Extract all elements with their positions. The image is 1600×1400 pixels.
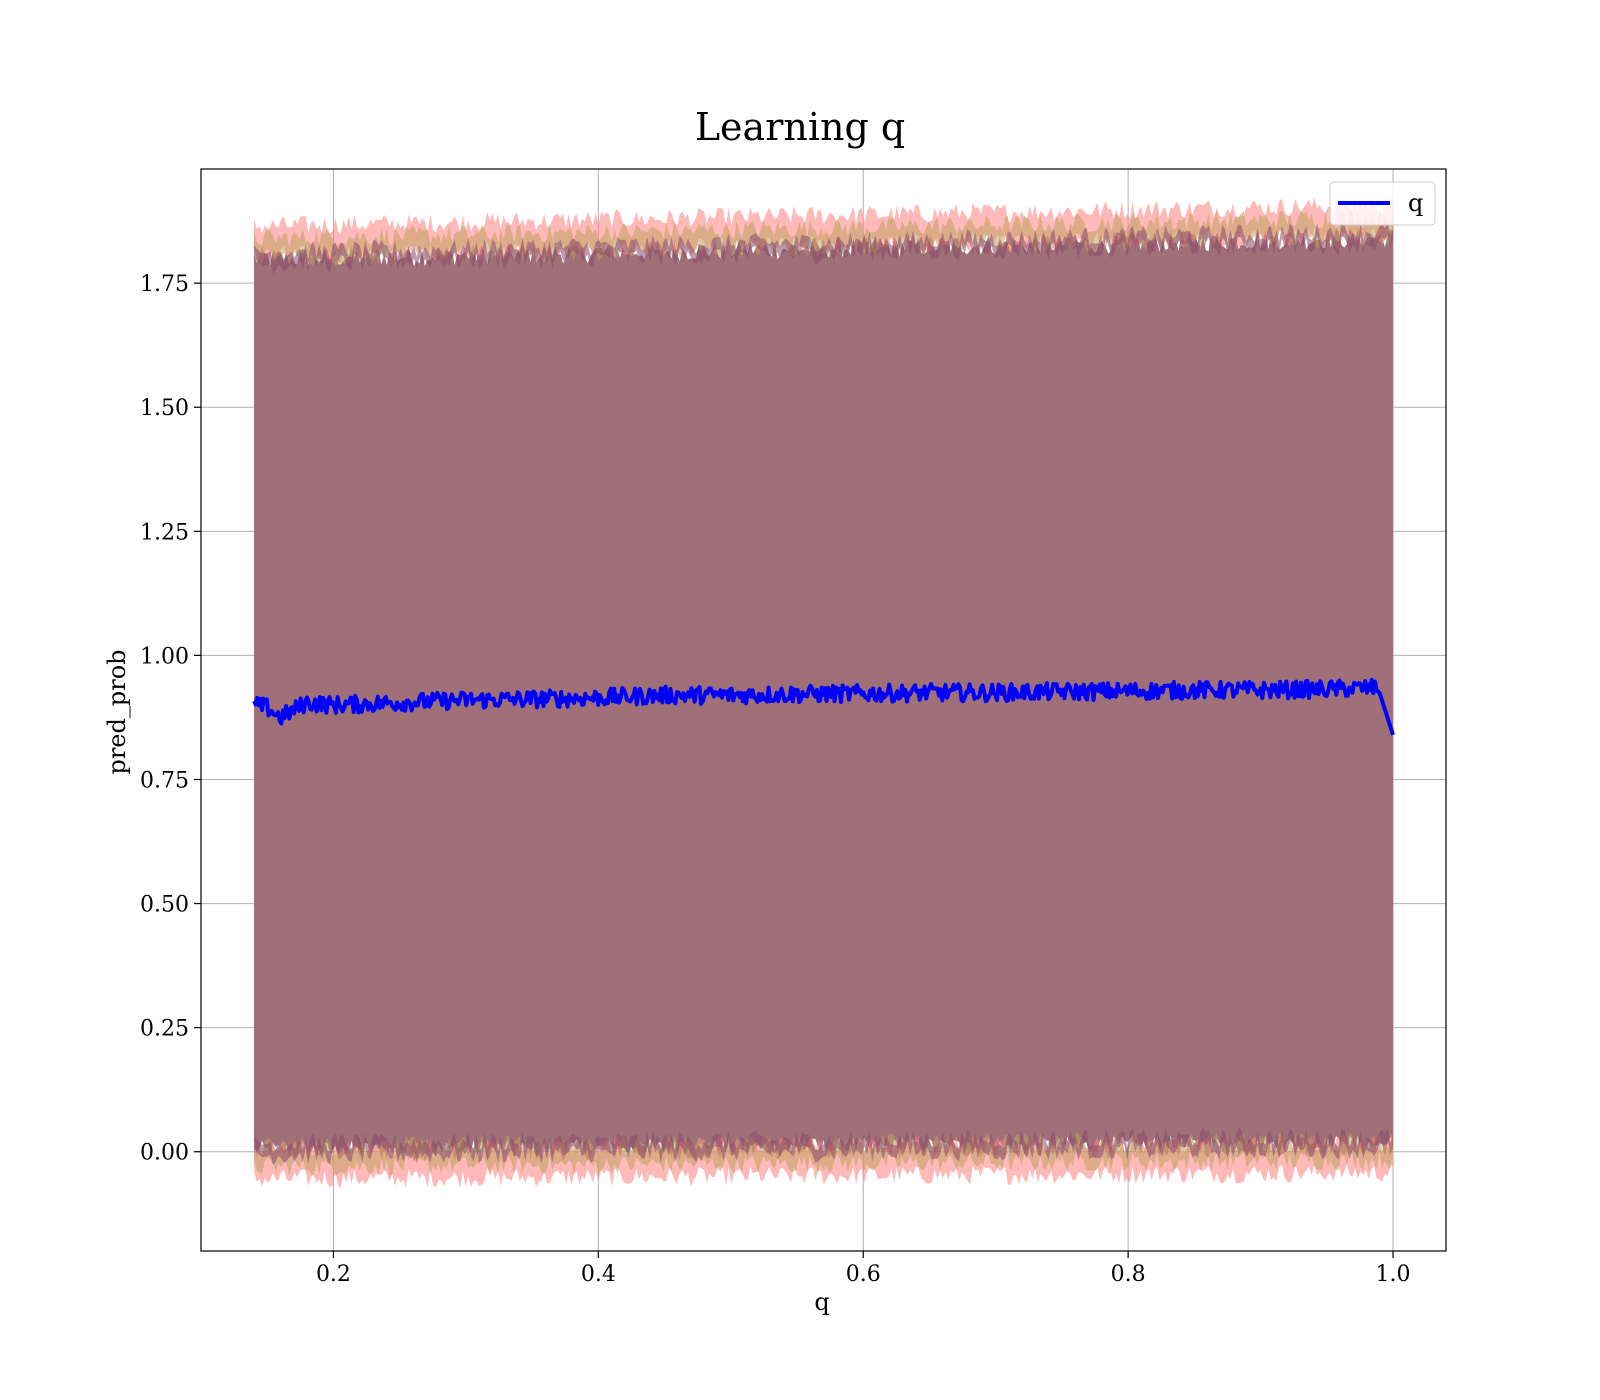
y-tick-label: 0.50 [140,893,189,918]
x-tick-label: 0.2 [316,1262,351,1287]
legend-label-q: q [1408,189,1423,217]
x-tick-label: 1.0 [1376,1262,1411,1287]
series-line-q [252,677,1395,736]
y-axis-ticks: 0.00 0.25 0.50 0.75 1.00 1.25 1.50 1.75 [140,272,201,1166]
chart-title: Learning q [695,105,905,149]
y-tick-label: 1.75 [140,272,189,297]
y-axis-label: pred_prob [103,649,131,774]
band-inner-lower [253,1128,1394,1165]
x-axis-ticks: 0.2 0.4 0.6 0.8 1.0 [316,1251,1411,1287]
x-tick-label: 0.8 [1111,1262,1146,1287]
y-tick-label: 1.00 [140,644,189,669]
x-axis-label: q [814,1288,829,1316]
line-layer [252,677,1395,736]
y-tick-label: 0.00 [140,1141,189,1166]
band-inner-upper [253,222,1394,274]
y-tick-label: 1.50 [140,396,189,421]
y-tick-label: 0.75 [140,768,189,793]
x-tick-label: 0.6 [846,1262,881,1287]
legend: q [1329,181,1436,226]
axes-frame [200,168,1447,1252]
x-tick-label: 0.4 [581,1262,616,1287]
y-tick-label: 0.25 [140,1017,189,1042]
y-tick-label: 1.25 [140,520,189,545]
plot-area [200,168,1447,1252]
